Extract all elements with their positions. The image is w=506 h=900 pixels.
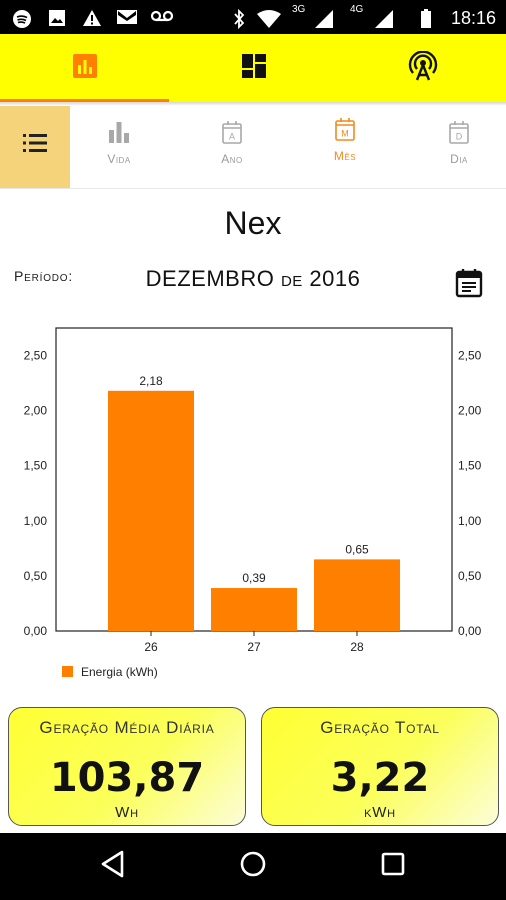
data-label: 0,65 — [345, 542, 369, 556]
y-tick-label-left: 2,00 — [24, 404, 48, 418]
bar-chart-icon — [72, 53, 98, 84]
wifi-icon — [256, 9, 282, 33]
bar-chart-icon — [62, 120, 176, 144]
battery-icon — [420, 9, 432, 33]
y-tick-label-left: 0,00 — [24, 624, 48, 638]
energy-bar-chart: 0,00 0,00 0,50 0,50 1,00 1,00 1,50 1,50 2,00 2,00… — [0, 320, 506, 690]
card-title: Geração Total — [320, 718, 440, 737]
list-menu-icon — [22, 132, 48, 159]
card-value: 3,22 — [330, 755, 430, 801]
active-tab-indicator — [0, 99, 169, 102]
y-tick-label-left: 0,50 — [24, 569, 48, 583]
period-tab-bar: Vida A Ano M Mês D Dia — [0, 102, 506, 188]
bar — [314, 559, 400, 631]
back-icon — [100, 850, 126, 883]
bluetooth-icon — [232, 8, 246, 33]
status-bar: 3G 4G 18:16 — [0, 0, 506, 34]
calendar-d-icon: D — [402, 120, 506, 144]
menu-button[interactable] — [0, 102, 70, 188]
tab-vida-label: Vida — [107, 152, 131, 166]
y-tick-label-left: 1,00 — [24, 514, 48, 528]
tab-dashboard[interactable] — [169, 34, 338, 102]
clock: 18:16 — [450, 8, 496, 28]
home-icon — [239, 850, 267, 883]
calendar-a-icon: A — [175, 120, 289, 144]
x-tick-label: 26 — [144, 640, 158, 654]
tab-mes[interactable]: M Mês — [288, 102, 402, 188]
calendar-picker-button[interactable] — [455, 268, 483, 298]
back-button[interactable] — [63, 833, 163, 900]
tab-charts[interactable] — [0, 34, 169, 102]
svg-text:M: M — [341, 129, 349, 139]
antenna-icon — [407, 50, 439, 86]
y-tick-label-right: 0,00 — [458, 624, 482, 638]
network-type-1: 3G — [292, 4, 306, 15]
header-shadow — [0, 102, 506, 106]
data-label: 2,18 — [139, 374, 163, 388]
network-type-2: 4G — [350, 4, 364, 15]
plant-name: Nex — [224, 205, 282, 241]
tab-ano-label: Ano — [221, 152, 243, 166]
calendar-icon — [455, 269, 483, 302]
svg-text:A: A — [229, 132, 235, 142]
recents-button[interactable] — [343, 833, 443, 900]
home-button[interactable] — [203, 833, 303, 900]
svg-text:D: D — [456, 132, 463, 142]
tab-vida[interactable]: Vida — [62, 102, 176, 188]
y-tick-label-left: 2,50 — [24, 349, 48, 363]
legend-swatch — [62, 666, 73, 677]
data-label: 0,39 — [242, 571, 266, 585]
signal-icon — [314, 9, 334, 33]
card-unit: Wh — [115, 804, 139, 821]
spotify-icon — [12, 9, 32, 33]
divider — [0, 188, 506, 189]
card-title: Geração Média Diária — [39, 718, 215, 737]
y-tick-label-right: 2,50 — [458, 349, 482, 363]
tab-mes-label: Mês — [333, 149, 357, 163]
image-icon — [48, 9, 66, 31]
card-value: 103,87 — [49, 755, 205, 801]
y-tick-label-left: 1,50 — [24, 459, 48, 473]
dashboard-icon — [241, 53, 267, 84]
signal-icon — [374, 9, 394, 33]
system-navigation-bar — [0, 833, 506, 900]
tab-dia[interactable]: D Dia — [402, 102, 506, 188]
card-unit: kWh — [364, 804, 396, 821]
chart-svg: 0,00 0,00 0,50 0,50 1,00 1,00 1,50 1,50 2,00 2,00… — [24, 327, 482, 679]
voicemail-icon — [150, 9, 174, 27]
period-label: Período: — [14, 268, 74, 284]
calendar-m-icon: M — [288, 117, 402, 141]
y-tick-label-right: 0,50 — [458, 569, 482, 583]
bar — [108, 390, 194, 631]
gmail-icon — [116, 9, 138, 29]
average-daily-generation-card: Geração Média Diária 103,87 Wh — [8, 707, 246, 826]
y-tick-label-right: 2,00 — [458, 404, 482, 418]
recents-icon — [380, 851, 406, 882]
tab-antenna[interactable] — [338, 34, 506, 102]
legend-label: Energia (kWh) — [81, 665, 158, 679]
warning-icon — [82, 9, 102, 31]
tab-ano[interactable]: A Ano — [175, 102, 289, 188]
x-tick-label: 27 — [247, 640, 261, 654]
period-value: DEZEMBRO de 2016 — [145, 266, 361, 291]
top-tab-bar — [0, 34, 506, 102]
y-tick-label-right: 1,00 — [458, 514, 482, 528]
x-tick-label: 28 — [350, 640, 364, 654]
total-generation-card: Geração Total 3,22 kWh — [261, 707, 499, 826]
tab-dia-label: Dia — [450, 152, 468, 166]
bar — [211, 588, 297, 631]
y-tick-label-right: 1,50 — [458, 459, 482, 473]
